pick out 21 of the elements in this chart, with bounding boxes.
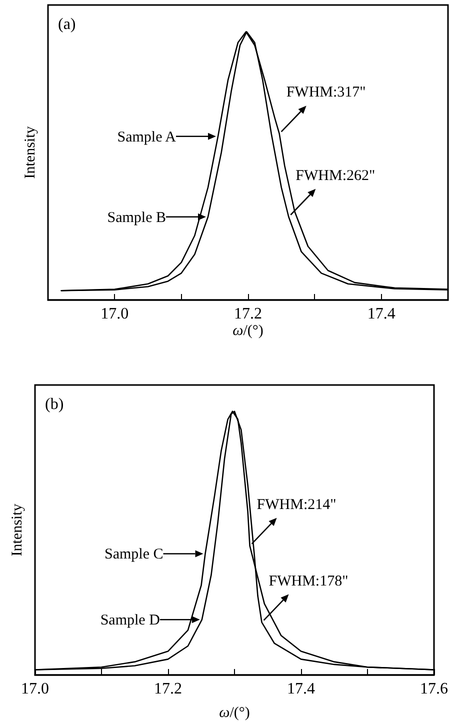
x-tick-label: 17.2: [234, 306, 262, 322]
x-tick-label: 17.4: [367, 306, 396, 322]
x-axis-title: ω/(°): [232, 323, 264, 339]
annotation: Sample C: [104, 546, 164, 563]
annotation: FWHM:214": [256, 496, 336, 513]
annotation: Sample B: [107, 210, 166, 226]
x-tick-label: 17.0: [100, 306, 129, 322]
annotation: (a): [58, 16, 76, 33]
annotation: Sample A: [117, 129, 176, 146]
y-axis-title: Intensity: [22, 126, 38, 179]
x-tick-label: 17.2: [154, 680, 182, 698]
y-axis-title: Intensity: [10, 503, 26, 556]
x-tick-label: 17.6: [420, 680, 448, 698]
x-axis-title: ω/(°): [219, 705, 250, 721]
annotation: (b): [45, 396, 64, 413]
x-tick-label: 17.4: [287, 680, 315, 698]
annotation: FWHM:317": [286, 84, 366, 101]
annotation: Sample D: [100, 612, 160, 629]
x-tick-label: 17.0: [21, 680, 49, 698]
annotation: FWHM:262": [296, 168, 376, 184]
annotation: FWHM:178": [268, 573, 348, 590]
